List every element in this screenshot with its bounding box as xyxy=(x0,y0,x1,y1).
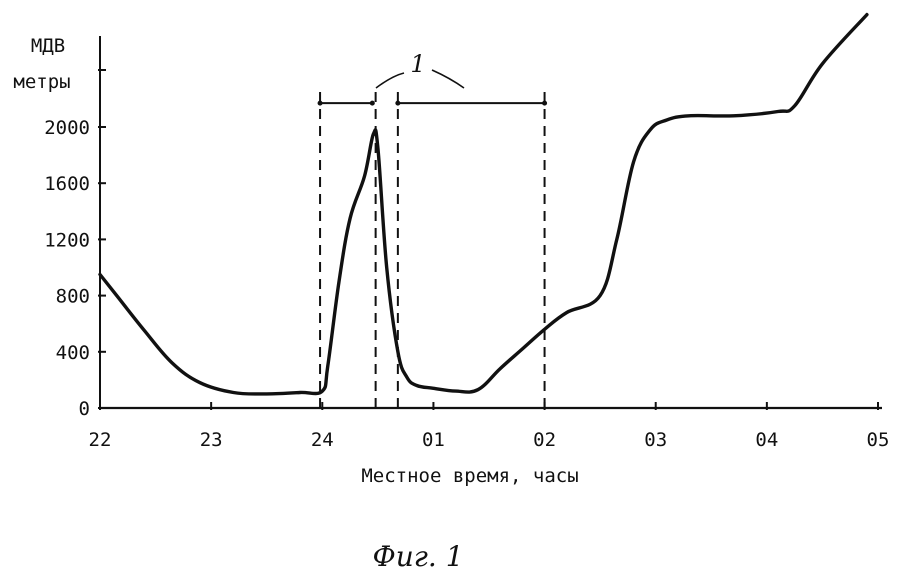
series-line xyxy=(98,12,869,396)
series xyxy=(98,12,869,396)
y-tick-label: 2000 xyxy=(44,117,90,139)
figure-caption: Фиг. 1 xyxy=(372,540,463,573)
dashed-markers xyxy=(319,92,546,408)
y-tick-label: 800 xyxy=(56,286,90,308)
x-tick-label: 04 xyxy=(755,429,778,451)
y-tick-label: 0 xyxy=(79,398,90,420)
annotation-leader xyxy=(431,69,465,89)
y-axis-title-line1: МДВ xyxy=(31,35,65,57)
interval-end xyxy=(317,100,323,106)
y-tick-label: 1600 xyxy=(44,173,90,195)
axes xyxy=(98,36,882,410)
annotation-label: 1 xyxy=(410,50,425,78)
x-tick-label: 22 xyxy=(89,429,112,451)
interval-end xyxy=(542,100,548,106)
interval-end xyxy=(395,100,401,106)
interval-brackets xyxy=(317,100,548,106)
y-tick-label: 400 xyxy=(56,342,90,364)
x-tick-label: 05 xyxy=(867,429,890,451)
annotation-leader xyxy=(375,72,405,89)
interval-end xyxy=(369,100,375,106)
x-tick-label: 02 xyxy=(533,429,556,451)
x-tick-label: 01 xyxy=(422,429,445,451)
y-axis-title-line2: метры xyxy=(13,71,70,93)
x-axis-title: Местное время, часы xyxy=(361,465,578,487)
labels: 0 400 800 1200 1600 2000 22 23 24 01 02 03 04 05 МДВ ме… xyxy=(13,35,889,573)
x-tick-label: 24 xyxy=(311,429,334,451)
x-tick-label: 03 xyxy=(644,429,667,451)
x-tick-label: 23 xyxy=(200,429,223,451)
y-tick-label: 1200 xyxy=(44,229,90,251)
